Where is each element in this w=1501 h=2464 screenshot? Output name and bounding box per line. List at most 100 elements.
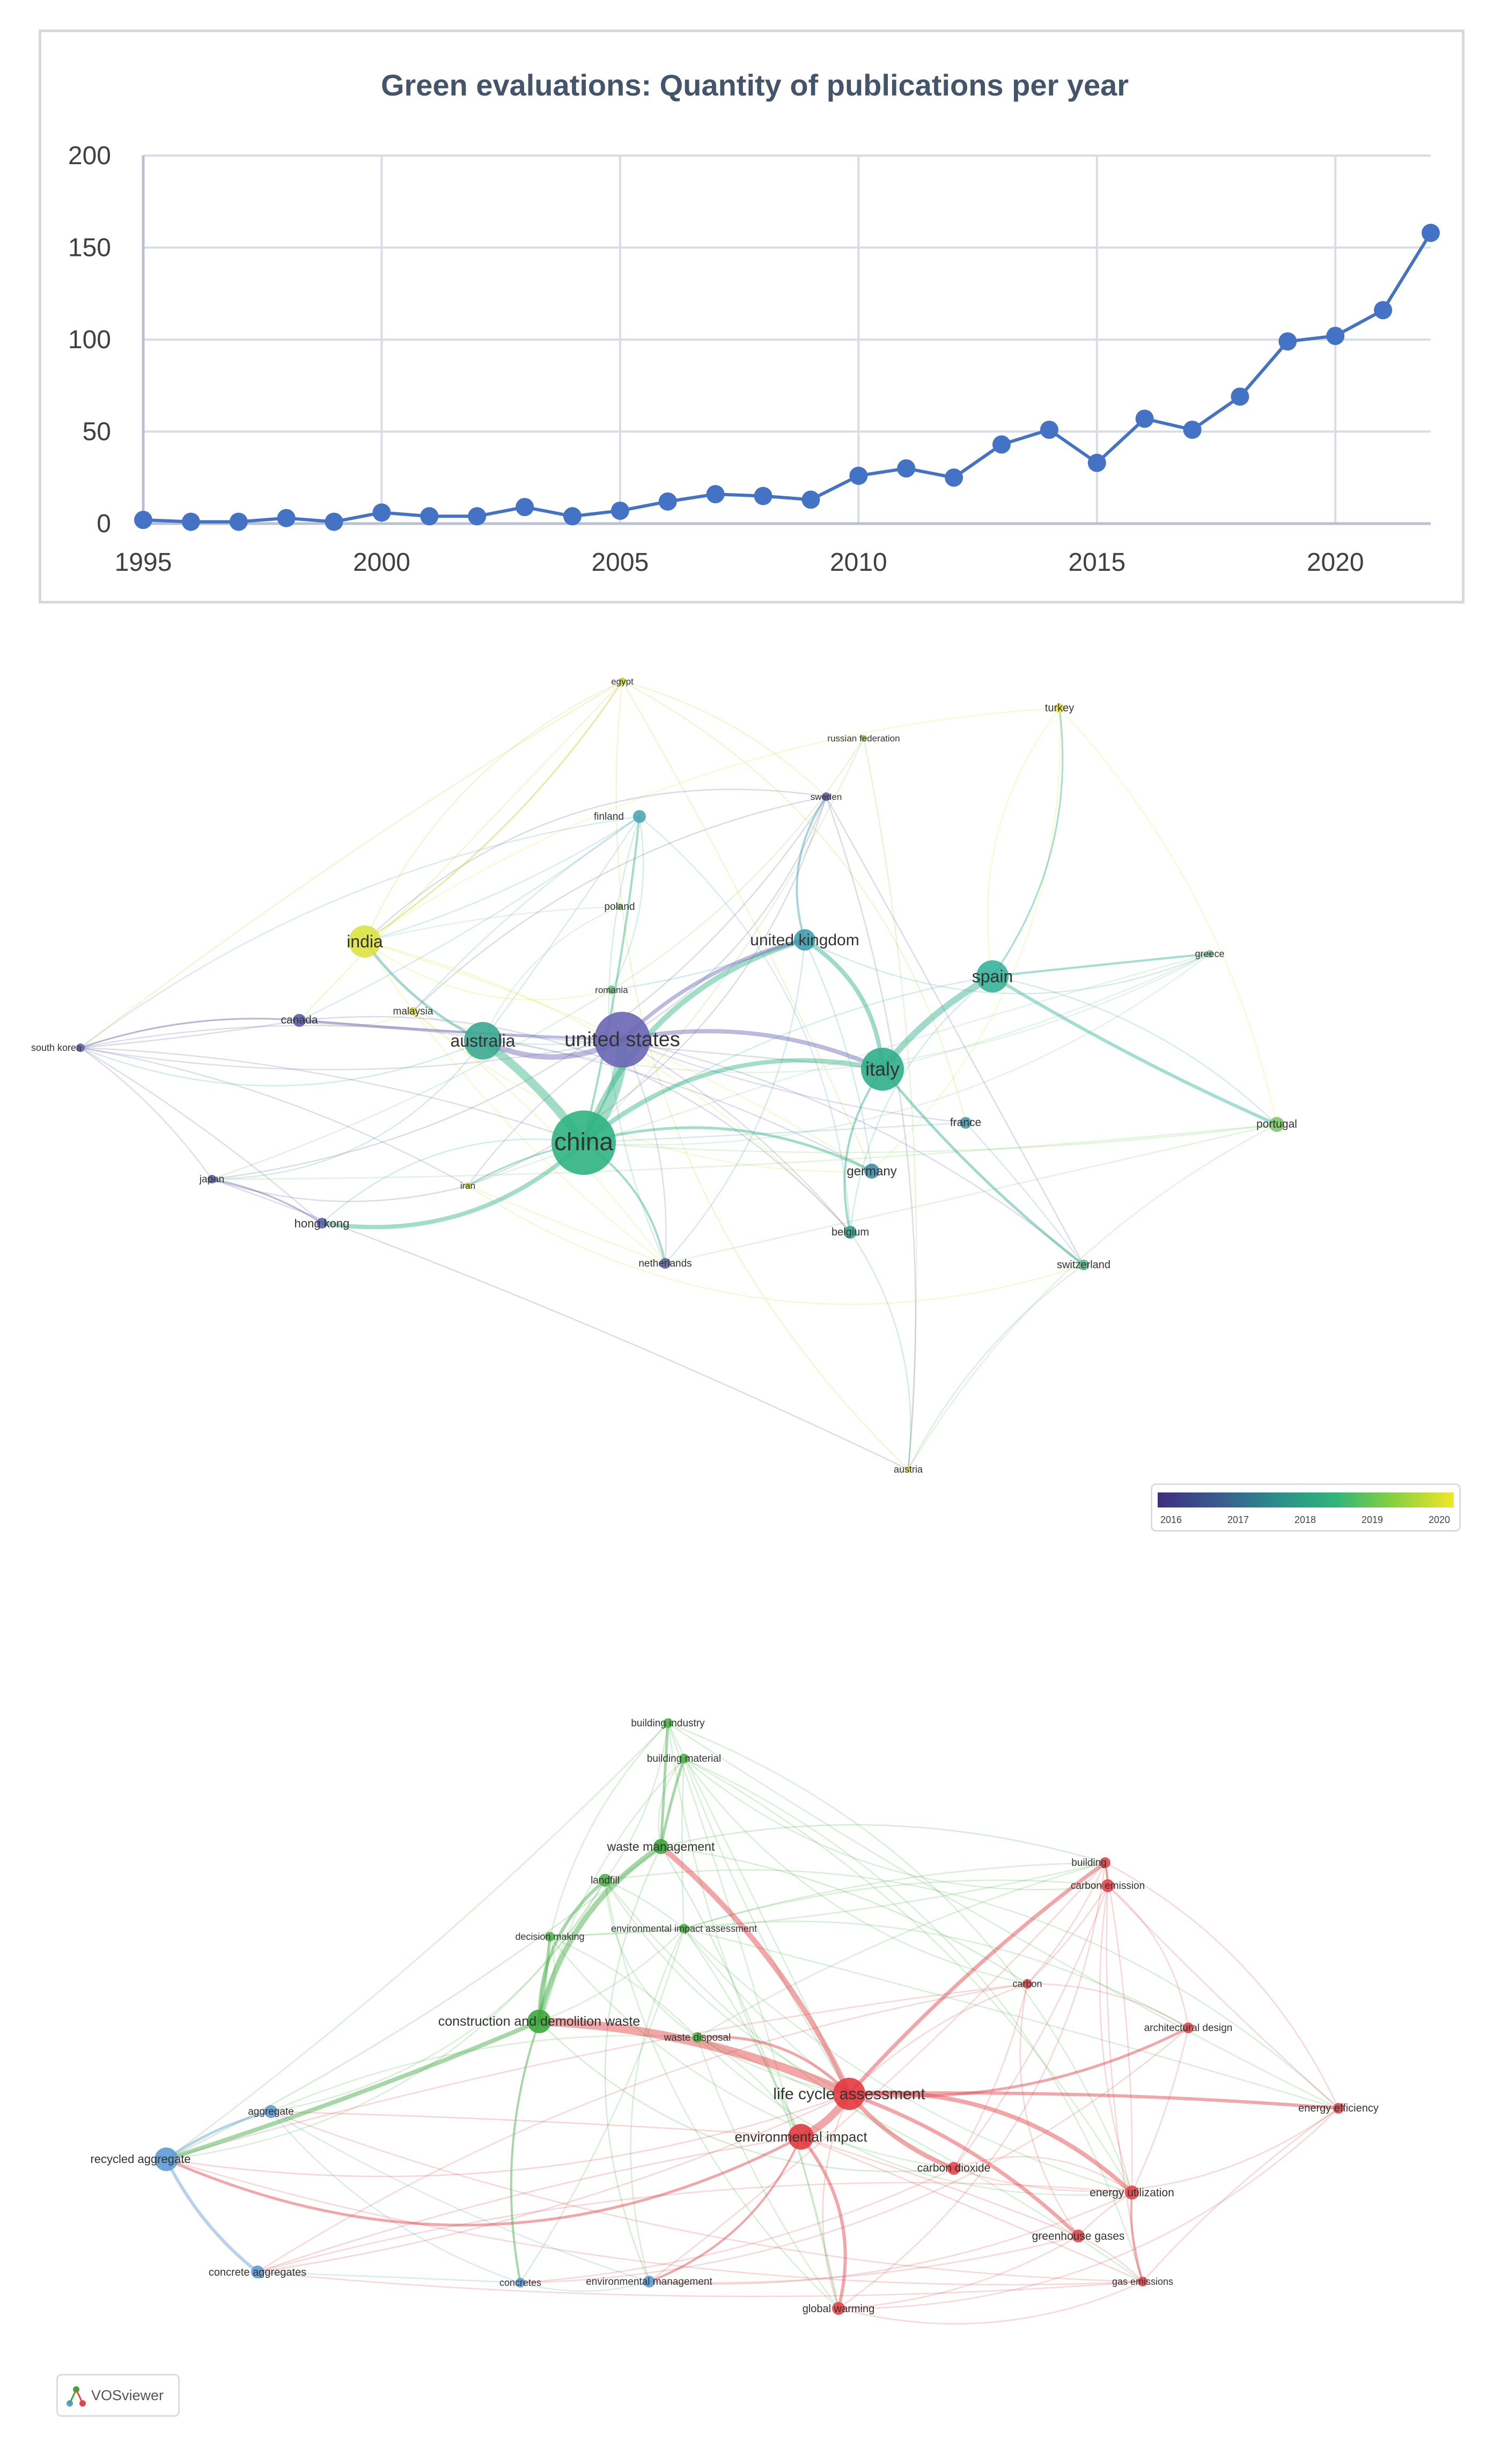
network-link [837, 2107, 1340, 2309]
data-point [229, 512, 248, 531]
network-node [349, 925, 381, 958]
network-node [794, 929, 815, 951]
network-link [799, 2135, 847, 2310]
network-link [648, 2136, 802, 2283]
network-link [1019, 1983, 1079, 2237]
network-node-label: greece [1195, 948, 1224, 959]
x-tick-label: 2005 [591, 548, 649, 577]
network-link [621, 680, 873, 1172]
network-link [667, 1722, 1340, 2109]
network-node [208, 1175, 216, 1183]
network-link [1107, 1885, 1189, 2029]
network-node [1125, 2186, 1139, 2200]
network-link [658, 1844, 852, 2097]
network-node [619, 678, 626, 685]
network-node [960, 1117, 972, 1129]
network-link [683, 1757, 1109, 1891]
network-link [621, 796, 827, 1041]
network-link [604, 1869, 1340, 2109]
network-link [256, 2093, 850, 2273]
network-link [79, 1040, 484, 1087]
y-tick-label: 200 [68, 142, 111, 170]
network-link [583, 975, 994, 1144]
network-link [270, 2110, 1144, 2283]
network-link [621, 1039, 967, 1124]
data-point [992, 435, 1011, 454]
network-link [211, 989, 613, 1180]
network-link [659, 1757, 686, 1848]
network-node-label: austria [894, 1464, 923, 1475]
network-link [583, 815, 641, 1144]
network-node-label: canada [281, 1014, 318, 1026]
data-point [1087, 453, 1106, 472]
network-link [165, 2093, 850, 2178]
network-node [788, 2124, 814, 2150]
network-link [1026, 1862, 1106, 1985]
network-link [621, 1039, 851, 1233]
legend-tick: 2017 [1227, 1514, 1249, 1525]
network-node [861, 1048, 904, 1091]
network-node-label: united states [564, 1028, 680, 1051]
network-node [264, 2105, 277, 2118]
network-node [1269, 1117, 1284, 1132]
country-network: egypt turkey russian federation sweden finla… [31, 676, 1297, 1475]
network-link [320, 1141, 586, 1230]
network-link [583, 737, 865, 1144]
network-node-label: hong kong [295, 1217, 350, 1230]
network-link [364, 789, 827, 943]
legend-tick: 2016 [1160, 1514, 1182, 1525]
network-node [551, 1110, 616, 1175]
network-link [549, 1928, 685, 1938]
network-node-label: life cycle assessment [773, 2085, 925, 2103]
network-node [616, 903, 623, 910]
network-link [800, 2136, 1144, 2283]
network-link [881, 953, 1211, 1070]
x-tick-label: 2020 [1307, 548, 1364, 577]
network-link [211, 1178, 469, 1202]
data-point [1326, 327, 1345, 345]
network-node-label: decision making [515, 1931, 584, 1942]
network-link [604, 1722, 669, 1881]
network-link [987, 707, 1061, 977]
network-link [604, 1879, 840, 2309]
network-link [849, 1231, 911, 1470]
network-link [847, 2092, 1080, 2238]
vosviewer-logo-icon [67, 2386, 86, 2407]
network-link [256, 1983, 1028, 2273]
data-point [277, 509, 296, 527]
network-node [251, 2266, 264, 2278]
data-point [610, 501, 629, 520]
network-link [298, 680, 623, 1021]
data-point [1278, 332, 1297, 351]
network-link [482, 906, 621, 1042]
network-link [165, 2135, 803, 2227]
data-point [563, 507, 582, 526]
network-link [1077, 2191, 1133, 2237]
network-link [615, 680, 909, 1470]
network-link [165, 1983, 1028, 2160]
network-link [165, 1879, 606, 2160]
network-node-label: environmental impact [734, 2129, 867, 2145]
network-link [683, 1928, 1133, 2194]
network-node [1333, 2103, 1344, 2114]
network-link [79, 1019, 300, 1049]
network-link [165, 1845, 662, 2160]
network-link [581, 937, 807, 1145]
network-link [620, 1029, 885, 1071]
network-link [683, 1921, 1189, 2029]
network-link [991, 975, 1278, 1126]
network-link [270, 2110, 521, 2284]
network-link [847, 2092, 956, 2171]
network-node [692, 2032, 703, 2043]
x-tick-label: 2000 [353, 548, 410, 577]
network-link [1104, 1862, 1340, 2109]
network-link [837, 2235, 1079, 2309]
network-node-label: environmental management [586, 2276, 712, 2288]
network-link [79, 680, 623, 1049]
data-point [468, 507, 487, 526]
network-node-label: gas emissions [1112, 2276, 1173, 2287]
network-node-label: finland [594, 811, 624, 822]
network-node [844, 1226, 857, 1239]
chart-title: Green evaluations: Quantity of publicati… [381, 68, 1129, 102]
network-node-label: united kingdom [750, 931, 859, 949]
